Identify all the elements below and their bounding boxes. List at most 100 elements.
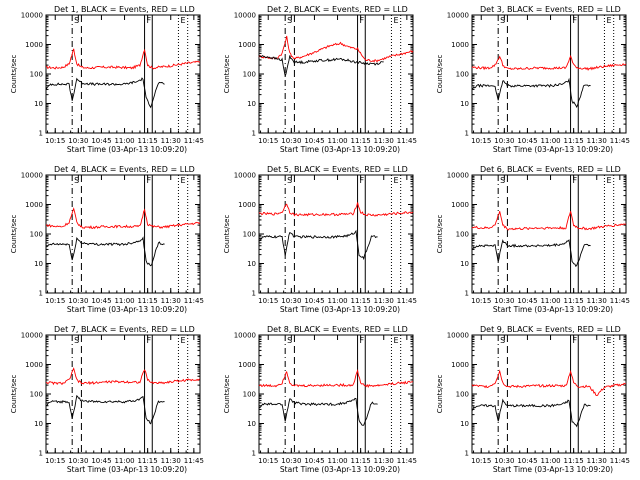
y-tick-label: 10	[247, 100, 256, 108]
y-tick-label: 1000	[25, 361, 43, 369]
detector-panel-6: 1 10 100 1000 10000 10:15 10:30 10:45 11:00 11:15…	[436, 165, 630, 314]
x-axis-label: Start Time (03-Apr-13 10:09:20)	[280, 145, 400, 154]
y-tick-label: 10000	[21, 332, 43, 340]
marker-label: F	[360, 176, 365, 185]
marker-label: F	[360, 16, 365, 25]
x-tick-label: 10:30	[494, 137, 514, 145]
series-lld	[471, 211, 627, 231]
y-tick-label: 1	[465, 290, 469, 298]
y-tick-label: 10000	[234, 332, 256, 340]
x-tick-label: 10:15	[45, 137, 65, 145]
plot-frame	[45, 334, 201, 454]
marker-label: E	[393, 336, 398, 345]
y-tick-label: 10000	[447, 12, 469, 20]
marker-label: S	[74, 176, 79, 185]
y-tick-label: 1	[252, 290, 256, 298]
y-tick-label: 100	[30, 391, 43, 399]
marker-label: E	[606, 16, 611, 25]
y-tick-label: 100	[30, 231, 43, 239]
marker-label: E	[606, 336, 611, 345]
marker-label: S	[500, 336, 505, 345]
y-tick-label: 1000	[25, 201, 43, 209]
series-events	[471, 239, 591, 268]
y-tick-label: 1	[465, 450, 469, 458]
x-tick-label: 10:45	[517, 137, 537, 145]
x-tick-label: 11:15	[351, 137, 371, 145]
y-tick-label: 10	[34, 100, 43, 108]
y-tick-label: 10	[34, 260, 43, 268]
x-tick-label: 10:15	[258, 137, 278, 145]
y-tick-label: 10	[247, 420, 256, 428]
x-tick-label: 11:15	[351, 457, 371, 465]
series-events	[258, 397, 378, 426]
x-tick-label: 11:30	[161, 297, 181, 305]
x-tick-label: 11:00	[114, 297, 134, 305]
panel-title: Det 8, BLACK = Events, RED = LLD	[267, 325, 408, 334]
x-tick-label: 10:45	[517, 297, 537, 305]
detector-panel-4: 1 10 100 1000 10000 10:15 10:30 10:45 11:00 11:15…	[10, 165, 204, 314]
x-tick-label: 11:00	[114, 457, 134, 465]
y-axis-label: Counts/sec	[10, 215, 18, 254]
y-tick-label: 1	[39, 450, 43, 458]
y-axis-label: Counts/sec	[223, 215, 231, 254]
x-tick-label: 11:30	[374, 297, 394, 305]
y-tick-label: 1	[465, 130, 469, 138]
marker-label: F	[573, 176, 578, 185]
x-tick-label: 11:45	[397, 137, 417, 145]
x-tick-label: 10:15	[471, 137, 491, 145]
y-tick-label: 10	[460, 260, 469, 268]
x-axis-label: Start Time (03-Apr-13 10:09:20)	[67, 145, 187, 154]
series-lld	[258, 369, 413, 388]
series-events	[471, 77, 591, 109]
y-tick-label: 10000	[447, 172, 469, 180]
x-axis-label: Start Time (03-Apr-13 10:09:20)	[67, 465, 187, 474]
x-tick-label: 10:45	[517, 457, 537, 465]
x-axis-label: Start Time (03-Apr-13 10:09:20)	[280, 465, 400, 474]
x-tick-label: 11:45	[397, 297, 417, 305]
marker-label: S	[287, 176, 292, 185]
marker-label: S	[287, 16, 292, 25]
panel-title: Det 7, BLACK = Events, RED = LLD	[54, 325, 195, 334]
x-tick-label: 11:00	[540, 137, 560, 145]
detector-panel-5: 1 10 100 1000 10000 10:15 10:30 10:45 11:00 11:15…	[223, 165, 417, 314]
y-tick-label: 100	[456, 71, 469, 79]
x-tick-label: 11:30	[374, 137, 394, 145]
series-events	[258, 55, 384, 77]
y-axis-label: Counts/sec	[223, 375, 231, 414]
x-tick-label: 11:00	[327, 137, 347, 145]
x-tick-label: 11:00	[327, 297, 347, 305]
marker-label: E	[180, 16, 185, 25]
detector-panel-3: 1 10 100 1000 10000 10:15 10:30 10:45 11:00 11:15…	[436, 5, 630, 154]
detector-panel-1: 1 10 100 1000 10000 10:15 10:30 10:45 11:00 11:15…	[10, 5, 204, 154]
y-tick-label: 10	[460, 100, 469, 108]
x-tick-label: 11:15	[564, 457, 584, 465]
x-tick-label: 11:30	[161, 457, 181, 465]
panel-title: Det 6, BLACK = Events, RED = LLD	[480, 165, 621, 174]
y-tick-label: 10000	[447, 332, 469, 340]
panel-title: Det 2, BLACK = Events, RED = LLD	[267, 5, 408, 14]
marker-label: S	[74, 16, 79, 25]
series-events	[471, 398, 591, 428]
marker-label: E	[180, 176, 185, 185]
panel-title: Det 3, BLACK = Events, RED = LLD	[480, 5, 621, 14]
y-tick-label: 10	[247, 260, 256, 268]
detector-panel-7: 1 10 100 1000 10000 10:15 10:30 10:45 11:00 11:15…	[10, 325, 204, 474]
y-tick-label: 100	[456, 391, 469, 399]
panel-title: Det 9, BLACK = Events, RED = LLD	[480, 325, 621, 334]
x-tick-label: 11:30	[161, 137, 181, 145]
x-tick-label: 11:00	[327, 457, 347, 465]
y-tick-label: 1	[252, 130, 256, 138]
x-tick-label: 11:15	[564, 137, 584, 145]
marker-label: F	[147, 16, 152, 25]
y-tick-label: 10000	[21, 12, 43, 20]
marker-label: E	[393, 176, 398, 185]
x-tick-label: 11:15	[138, 457, 158, 465]
marker-label: E	[180, 336, 185, 345]
plot-frame	[471, 14, 627, 134]
x-tick-label: 10:15	[45, 457, 65, 465]
y-axis-label: Counts/sec	[223, 55, 231, 94]
detector-panel-2: 1 10 100 1000 10000 10:15 10:30 10:45 11:00 11:15…	[223, 5, 417, 154]
x-tick-label: 11:45	[184, 297, 204, 305]
y-tick-label: 100	[30, 71, 43, 79]
